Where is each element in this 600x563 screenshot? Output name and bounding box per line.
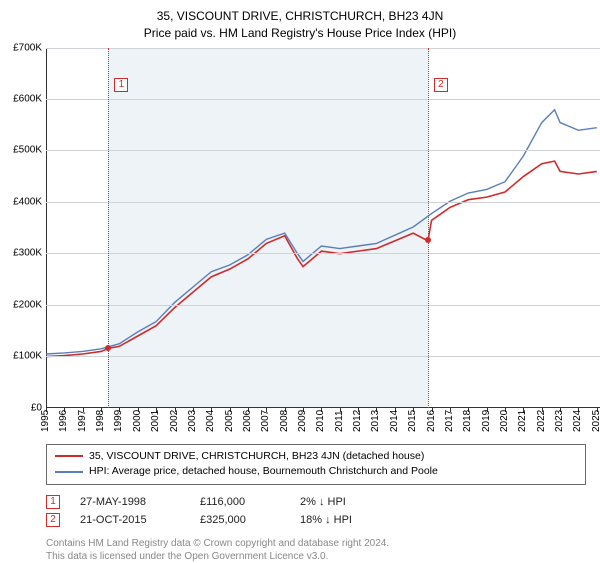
x-tick-label: 2025 <box>591 409 600 431</box>
y-tick-label: £200K <box>13 299 46 310</box>
gridline <box>46 356 600 357</box>
x-tick-label: 2013 <box>370 409 381 431</box>
event-marker: 1 <box>114 78 128 92</box>
x-tick-label: 2011 <box>334 410 345 432</box>
x-tick-label: 2005 <box>224 409 235 431</box>
x-tick-label: 1996 <box>58 409 69 431</box>
legend-item: HPI: Average price, detached house, Bour… <box>55 464 577 480</box>
legend-label: HPI: Average price, detached house, Bour… <box>89 464 438 480</box>
sales-marker: 1 <box>46 495 60 509</box>
x-tick-label: 2014 <box>389 409 400 431</box>
x-tick-label: 2006 <box>242 409 253 431</box>
x-tick-label: 2012 <box>352 409 363 431</box>
x-tick-label: 2003 <box>187 409 198 431</box>
y-tick-label: £500K <box>13 145 46 156</box>
sales-price: £116,000 <box>200 496 280 508</box>
sale-point <box>425 237 431 243</box>
gridline <box>46 150 600 151</box>
series-hpi <box>46 109 597 353</box>
x-tick-label: 2004 <box>205 409 216 431</box>
x-tick-label: 2015 <box>407 409 418 431</box>
y-tick-label: £700K <box>13 42 46 53</box>
legend-swatch <box>55 455 83 457</box>
x-tick-label: 2018 <box>462 409 473 431</box>
x-tick-label: 1995 <box>40 409 51 431</box>
x-tick-label: 2002 <box>169 409 180 431</box>
event-vline <box>428 48 429 408</box>
sales-row: 2 21-OCT-2015 £325,000 18% ↓ HPI <box>46 511 590 529</box>
series-property <box>46 161 597 356</box>
chart-subtitle: Price paid vs. HM Land Registry's House … <box>10 25 590 42</box>
x-tick-label: 1998 <box>95 409 106 431</box>
x-tick-label: 2024 <box>572 409 583 431</box>
legend-item: 35, VISCOUNT DRIVE, CHRISTCHURCH, BH23 4… <box>55 449 577 465</box>
y-tick-label: £300K <box>13 248 46 259</box>
x-tick-label: 2019 <box>481 409 492 431</box>
x-tick-label: 1997 <box>77 409 88 431</box>
sales-date: 21-OCT-2015 <box>80 514 180 526</box>
chart-container: 35, VISCOUNT DRIVE, CHRISTCHURCH, BH23 4… <box>0 0 600 560</box>
gridline <box>46 305 600 306</box>
y-tick-label: £400K <box>13 196 46 207</box>
sales-date: 27-MAY-1998 <box>80 496 180 508</box>
event-vline <box>108 48 109 408</box>
x-tick-label: 1999 <box>113 409 124 431</box>
sales-price: £325,000 <box>200 514 280 526</box>
sales-row: 1 27-MAY-1998 £116,000 2% ↓ HPI <box>46 493 590 511</box>
x-tick-label: 2023 <box>554 409 565 431</box>
x-tick-label: 2020 <box>499 409 510 431</box>
x-tick-label: 2008 <box>279 409 290 431</box>
chart-title: 35, VISCOUNT DRIVE, CHRISTCHURCH, BH23 4… <box>10 8 590 25</box>
sales-diff: 2% ↓ HPI <box>300 496 400 508</box>
chart-plot-area: £0£100K£200K£300K£400K£500K£600K£700K199… <box>46 48 600 408</box>
x-tick-label: 2000 <box>132 409 143 431</box>
x-tick-label: 2010 <box>315 409 326 431</box>
sales-marker: 2 <box>46 513 60 527</box>
y-tick-label: £100K <box>13 351 46 362</box>
gridline <box>46 253 600 254</box>
x-tick-label: 2001 <box>150 409 161 431</box>
chart-svg <box>46 48 600 408</box>
x-tick-label: 2016 <box>426 409 437 431</box>
y-tick-label: £600K <box>13 94 46 105</box>
sales-diff: 18% ↓ HPI <box>300 514 400 526</box>
footer-line-2: This data is licensed under the Open Gov… <box>46 550 590 563</box>
legend-swatch <box>55 471 83 473</box>
gridline <box>46 48 600 49</box>
x-tick-label: 2022 <box>536 409 547 431</box>
legend: 35, VISCOUNT DRIVE, CHRISTCHURCH, BH23 4… <box>46 444 586 486</box>
sale-point <box>105 345 111 351</box>
x-tick-label: 2021 <box>517 409 528 431</box>
legend-label: 35, VISCOUNT DRIVE, CHRISTCHURCH, BH23 4… <box>89 449 424 465</box>
x-tick-label: 2017 <box>444 409 455 431</box>
gridline <box>46 99 600 100</box>
footer-line-1: Contains HM Land Registry data © Crown c… <box>46 537 590 550</box>
footer-note: Contains HM Land Registry data © Crown c… <box>46 537 590 563</box>
sales-table: 1 27-MAY-1998 £116,000 2% ↓ HPI 2 21-OCT-2015… <box>46 493 590 529</box>
x-tick-label: 2009 <box>297 409 308 431</box>
gridline <box>46 202 600 203</box>
event-marker: 2 <box>434 78 448 92</box>
x-tick-label: 2007 <box>260 409 271 431</box>
